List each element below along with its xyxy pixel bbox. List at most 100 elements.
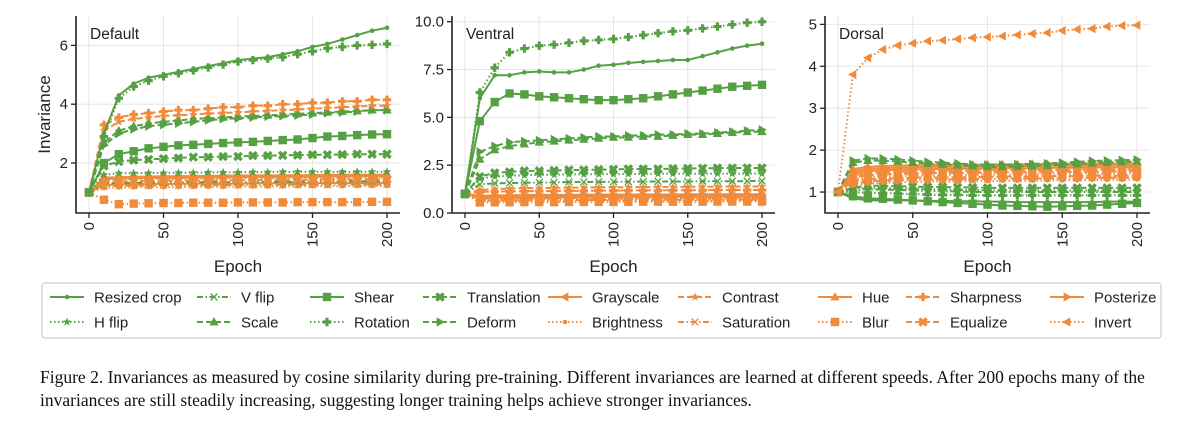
data-point xyxy=(594,133,604,142)
data-point xyxy=(850,196,856,201)
data-point xyxy=(322,169,333,179)
legend-item-hue: Hue xyxy=(818,290,890,307)
legend-label: Scale xyxy=(241,315,279,332)
x-tick-label: 150 xyxy=(305,222,322,247)
x-axis-label: Epoch xyxy=(963,257,1011,276)
data-point xyxy=(352,167,362,176)
data-point xyxy=(293,104,302,114)
data-point xyxy=(728,177,737,186)
legend-label: Rotation xyxy=(354,315,410,332)
data-point xyxy=(460,189,470,199)
data-point xyxy=(382,169,392,179)
data-point xyxy=(608,164,619,175)
legend-marker xyxy=(691,318,699,326)
data-point xyxy=(609,182,618,192)
data-point xyxy=(338,131,347,141)
data-point xyxy=(114,199,123,209)
data-point xyxy=(742,181,752,191)
data-point xyxy=(520,170,529,180)
legend-label: Equalize xyxy=(950,315,1008,332)
data-point xyxy=(475,185,485,194)
data-point xyxy=(865,198,871,203)
data-point xyxy=(594,35,603,45)
data-point xyxy=(203,167,213,177)
data-point xyxy=(535,41,544,50)
data-point xyxy=(367,130,377,139)
data-point xyxy=(626,60,631,66)
legend-item-blur: Blur xyxy=(818,315,889,332)
data-point xyxy=(233,107,243,117)
legend-marker xyxy=(830,317,840,327)
data-point xyxy=(505,179,514,187)
data-point xyxy=(367,105,377,114)
series-line xyxy=(464,192,762,203)
data-point xyxy=(685,57,691,63)
data-point xyxy=(367,101,377,110)
data-point xyxy=(727,163,738,173)
data-point xyxy=(713,168,722,178)
data-point xyxy=(1088,156,1097,166)
y-tick-label: 10.0 xyxy=(415,14,444,31)
data-point xyxy=(1102,183,1112,193)
data-point xyxy=(894,154,903,164)
legend-label: Hue xyxy=(862,290,890,307)
series-line xyxy=(88,184,387,194)
data-point xyxy=(307,170,318,179)
data-point xyxy=(277,150,288,161)
x-axis-label: Epoch xyxy=(214,257,262,276)
data-point xyxy=(263,167,273,176)
data-point xyxy=(188,168,198,177)
legend-label: Shear xyxy=(354,290,394,307)
data-point xyxy=(907,181,918,192)
data-point xyxy=(623,132,633,141)
data-point xyxy=(848,70,857,80)
data-point xyxy=(292,109,303,118)
data-point xyxy=(639,94,648,103)
series-scale xyxy=(84,105,392,196)
data-point xyxy=(892,40,902,50)
x-tick-label: 100 xyxy=(980,222,997,247)
data-point xyxy=(248,111,258,120)
data-point xyxy=(698,169,707,178)
data-point xyxy=(233,111,243,120)
data-point xyxy=(367,149,377,159)
data-point xyxy=(522,70,527,75)
data-point xyxy=(248,167,258,176)
data-point xyxy=(579,94,588,104)
data-point xyxy=(594,169,604,178)
data-point xyxy=(520,44,529,53)
data-point xyxy=(534,137,544,146)
data-point xyxy=(564,183,574,192)
data-point xyxy=(353,130,362,140)
data-point xyxy=(367,40,377,50)
series-line xyxy=(464,192,762,201)
data-point xyxy=(176,69,181,75)
data-point xyxy=(895,198,901,203)
data-point xyxy=(174,110,183,120)
data-point xyxy=(623,169,633,178)
data-point xyxy=(1000,199,1005,204)
x-tick-label: 0 xyxy=(457,222,474,230)
data-point xyxy=(878,161,888,170)
data-point xyxy=(654,177,662,186)
data-point xyxy=(551,70,557,75)
data-point xyxy=(159,198,168,208)
data-point xyxy=(143,118,154,127)
data-point xyxy=(174,168,183,177)
data-point xyxy=(608,132,619,141)
y-tick-label: 7.5 xyxy=(423,62,444,79)
data-point xyxy=(205,63,211,69)
data-point xyxy=(653,29,663,38)
data-point xyxy=(909,155,918,166)
data-point xyxy=(907,38,917,48)
data-point xyxy=(727,181,737,191)
data-point xyxy=(564,169,574,179)
data-point xyxy=(114,156,124,167)
data-point xyxy=(367,95,377,104)
data-point xyxy=(579,165,589,175)
legend-item-deform: Deform xyxy=(423,315,516,332)
data-point xyxy=(189,140,198,149)
legend-item-grayscale: Grayscale xyxy=(548,290,660,307)
data-point xyxy=(129,121,139,130)
legend-marker xyxy=(435,292,445,302)
